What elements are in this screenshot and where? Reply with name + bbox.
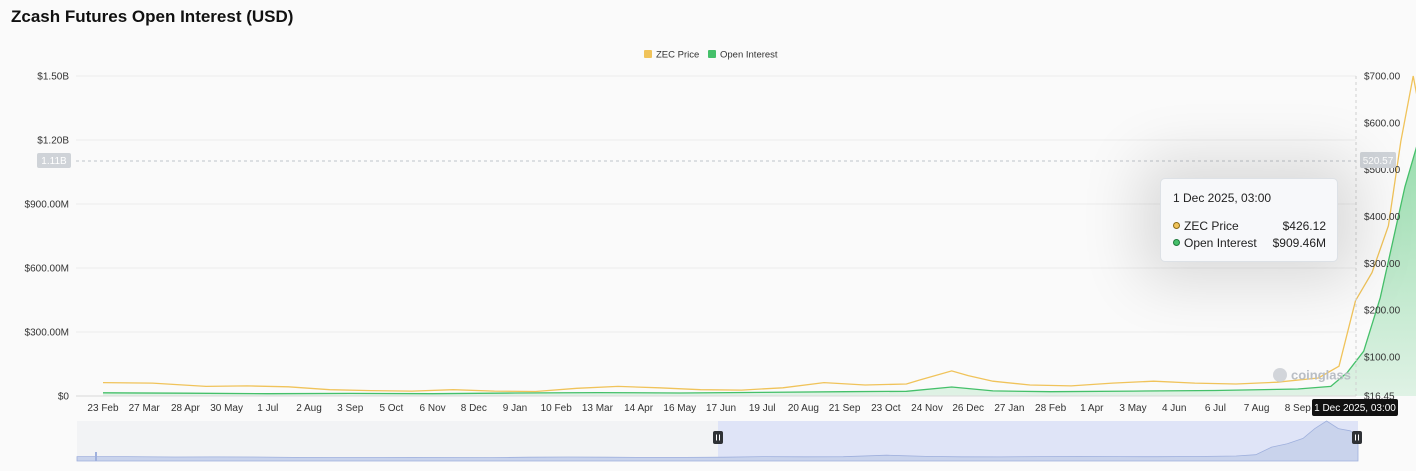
legend-item-label[interactable]: Open Interest: [720, 50, 778, 61]
x-tick-label: 1 Apr: [1080, 403, 1104, 414]
y-left-tick-label: $1.50B: [37, 72, 69, 83]
y-left-tick-label: $0: [58, 392, 70, 403]
crosshair-right-label: 520.57: [1363, 156, 1394, 167]
x-tick-label: 20 Aug: [788, 403, 819, 414]
y-left-tick-label: $600.00M: [25, 264, 69, 275]
y-right-tick-label: $500.00: [1364, 165, 1401, 176]
tooltip-series-value: $426.12: [1282, 218, 1326, 233]
tooltip-series-name: Open Interest: [1184, 235, 1257, 250]
x-tick-label: 17 Jun: [706, 403, 736, 414]
drag-handle-icon[interactable]: [1352, 431, 1362, 444]
x-tick-label: 2 Aug: [296, 403, 322, 414]
x-tick-label: 19 Jul: [749, 403, 776, 414]
x-tick-label: 28 Apr: [171, 403, 201, 414]
legend-open-interest-swatch-icon: [708, 50, 716, 58]
crosshair-date-label: 1 Dec 2025, 03:00: [1314, 403, 1396, 414]
crosshair-left-label: 1.11B: [41, 156, 67, 167]
x-tick-label: 14 Apr: [624, 403, 654, 414]
x-tick-label: 6 Jul: [1205, 403, 1226, 414]
x-tick-label: 27 Mar: [129, 403, 161, 414]
series-area[interactable]: [102, 75, 1416, 396]
y-left-tick-label: $300.00M: [25, 328, 69, 339]
drag-handle-icon[interactable]: [713, 431, 723, 444]
x-tick-label: 1 Jul: [257, 403, 278, 414]
chart-tooltip: 1 Dec 2025, 03:00 ZEC Price $426.12 Open…: [1160, 178, 1338, 262]
navigator-right-handle[interactable]: [1352, 431, 1362, 444]
x-tick-label: 23 Feb: [87, 403, 119, 414]
crosshair-date-label-bg: [1312, 399, 1398, 416]
navigator-selected-range[interactable]: [718, 421, 1358, 461]
open-interest-line[interactable]: [102, 144, 1416, 395]
x-tick-label: 28 Feb: [1035, 403, 1067, 414]
x-tick-label: 6 Nov: [420, 403, 446, 414]
crosshair-right-label-bg: [1360, 152, 1396, 168]
x-tick-label: 3 Sep: [337, 403, 364, 414]
tooltip-row-price: ZEC Price $426.12: [1173, 217, 1326, 234]
crosshair: 1.11B 520.57 1 Dec 2025, 03:00 coinglass: [37, 152, 1398, 416]
tooltip-series-name: ZEC Price: [1184, 218, 1239, 233]
x-tick-label: 27 Jan: [994, 403, 1024, 414]
x-tick-label: 13 Mar: [582, 403, 614, 414]
y-right-tick-label: $200.00: [1364, 306, 1401, 317]
y-right-tick-label: $100.00: [1364, 352, 1401, 363]
price-dot-icon: [1173, 222, 1180, 229]
coinglass-logo-icon: [1273, 368, 1287, 382]
x-tick-label: 8 Dec: [461, 403, 487, 414]
legend-price-swatch-icon: [644, 50, 652, 58]
x-tick-label: 10 Feb: [541, 403, 573, 414]
x-tick-label: 16 May: [663, 403, 696, 414]
page-title: Zcash Futures Open Interest (USD): [11, 7, 294, 26]
y-right-tick-label: $300.00: [1364, 259, 1401, 270]
y-left-tick-label: $1.20B: [37, 136, 69, 147]
y-right-tick-label: $400.00: [1364, 212, 1401, 223]
tooltip-row-open-interest: Open Interest $909.46M: [1173, 234, 1326, 251]
x-tick-label: 24 Nov: [911, 403, 943, 414]
y-right-tick-label: $16.45: [1364, 392, 1395, 403]
x-tick-label: 7 Aug: [1244, 403, 1270, 414]
legend-item-label[interactable]: ZEC Price: [656, 50, 699, 61]
x-tick-label: 26 Dec: [952, 403, 984, 414]
y-right-tick-label: $700.00: [1364, 72, 1401, 83]
x-tick-label: 23 Oct: [871, 403, 901, 414]
legend[interactable]: ZEC Price Open Interest: [644, 50, 778, 61]
x-tick-label: 9 Jan: [503, 403, 527, 414]
x-tick-label: 21 Sep: [829, 403, 861, 414]
x-tick-label: 3 May: [1119, 403, 1146, 414]
x-tick-label: 4 Jun: [1162, 403, 1186, 414]
coinglass-watermark: coinglass: [1273, 368, 1351, 383]
navigator-left-handle[interactable]: [713, 431, 723, 444]
axes: $0 $300.00M $600.00M $900.00M $1.20B $1.50B $1…: [25, 72, 1401, 415]
crosshair-left-label-bg: [37, 153, 71, 168]
y-left-tick-label: $900.00M: [25, 200, 69, 211]
range-navigator[interactable]: [76, 420, 1362, 462]
tooltip-series-value: $909.46M: [1272, 235, 1326, 250]
tooltip-date: 1 Dec 2025, 03:00: [1173, 191, 1272, 205]
navigator-mini-area: [76, 420, 1359, 462]
open-interest-dot-icon: [1173, 239, 1180, 246]
x-tick-label: 5 Oct: [379, 403, 403, 414]
watermark-text: coinglass: [1291, 368, 1351, 383]
zec-price-line[interactable]: [102, 75, 1416, 393]
x-tick-label: 30 May: [210, 403, 243, 414]
y-right-tick-label: $600.00: [1364, 118, 1401, 129]
x-tick-label: 8 Sep: [1285, 403, 1312, 414]
